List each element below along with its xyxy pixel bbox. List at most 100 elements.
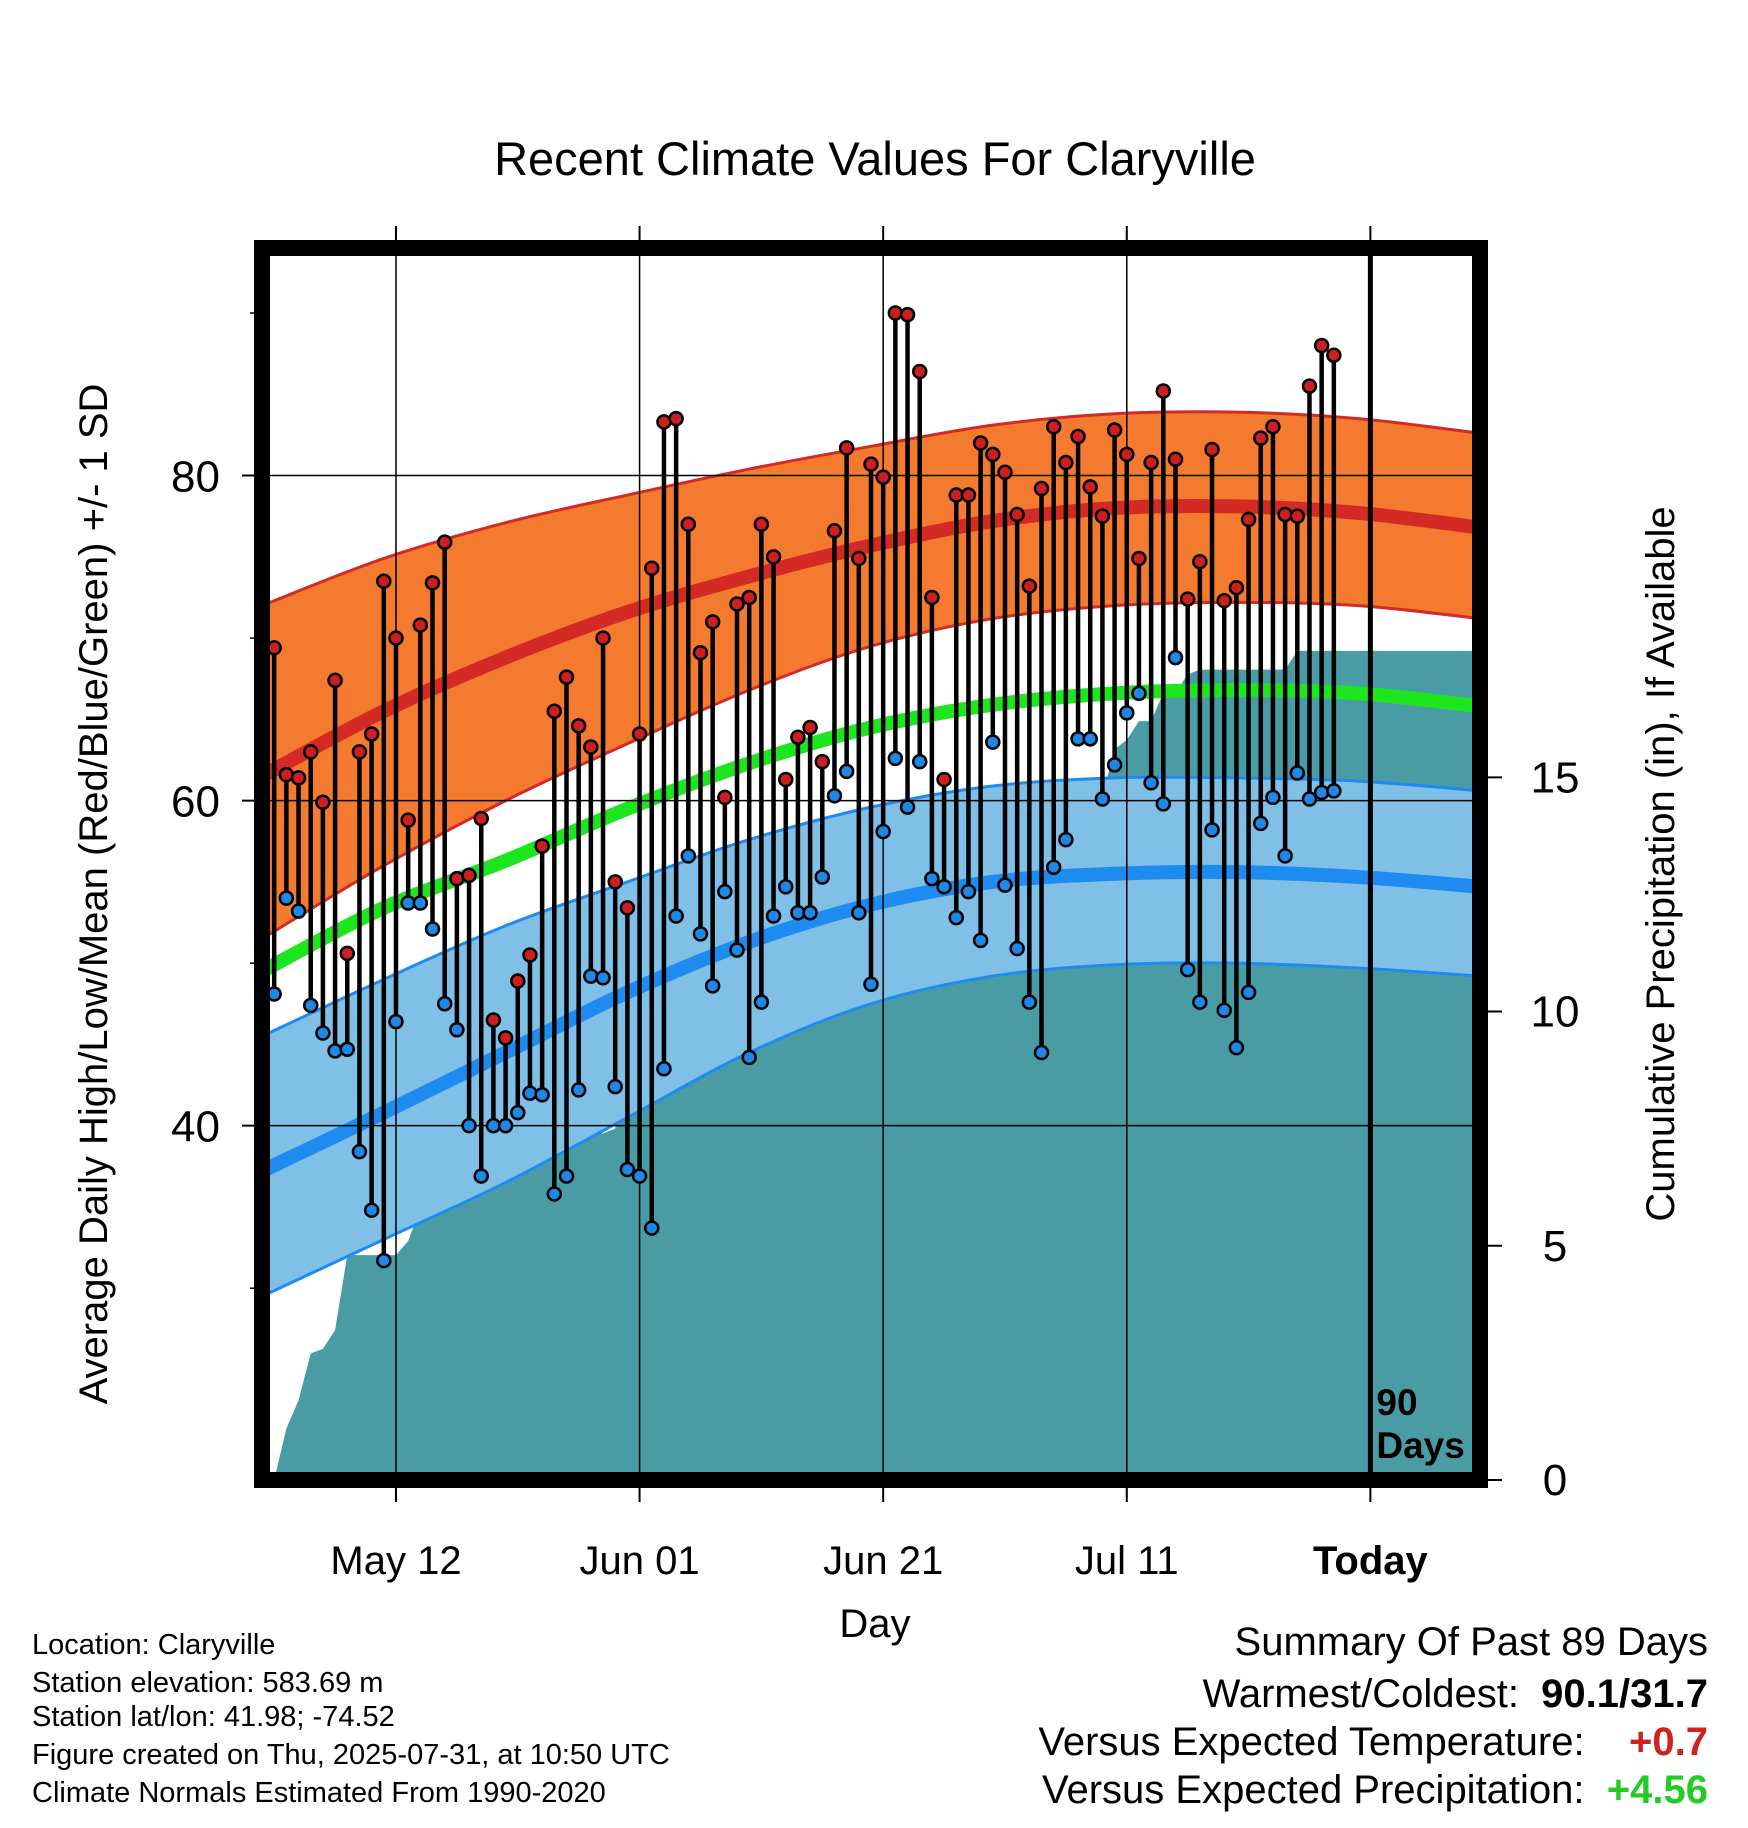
daily-high-point — [376, 573, 392, 589]
x-tick-label: Today — [1313, 1539, 1429, 1583]
daily-high-point — [1204, 441, 1220, 458]
daily-high-point — [911, 363, 928, 380]
x-axis-label: Day — [839, 1602, 910, 1646]
normals-text: Climate Normals Estimated From 1990-2020 — [32, 1777, 606, 1809]
daily-high-point — [753, 516, 770, 533]
summary-panel: Summary Of Past 89 Days Warmest/Coldest:… — [1038, 1618, 1708, 1814]
daily-high-point — [704, 614, 721, 630]
daily-low-point — [558, 1168, 575, 1184]
daily-low-point — [802, 905, 818, 921]
precip-label: Versus Expected Precipitation: — [1042, 1768, 1585, 1812]
temp-label: Versus Expected Temperature: — [1038, 1720, 1585, 1764]
daily-low-point — [948, 909, 965, 926]
daily-high-point — [777, 771, 794, 788]
daily-low-point — [595, 970, 611, 986]
daily-low-point — [826, 787, 843, 804]
daily-low-point — [339, 1041, 356, 1058]
daily-high-point — [1082, 479, 1098, 495]
y2-tick-label: 10 — [1531, 988, 1580, 1037]
daily-high-point — [510, 973, 526, 989]
daily-high-point — [583, 739, 599, 755]
daily-low-point — [1192, 994, 1208, 1010]
daily-high-point — [1143, 454, 1159, 471]
created-text: Figure created on Thu, 2025-07-31, at 10… — [32, 1739, 670, 1771]
daily-low-point — [863, 976, 879, 993]
daily-low-point — [1155, 796, 1172, 812]
daily-low-point — [1143, 774, 1159, 791]
daily-low-point — [436, 996, 453, 1012]
daily-low-point — [1289, 765, 1306, 781]
daily-low-point — [570, 1082, 587, 1098]
daily-low-point — [607, 1078, 623, 1095]
daily-low-point — [1277, 848, 1293, 864]
daily-high-point — [814, 753, 831, 770]
daily-low-point — [1326, 783, 1342, 799]
daily-low-point — [1167, 649, 1184, 666]
daily-low-point — [960, 883, 977, 900]
daily-low-point — [1301, 791, 1318, 807]
daily-high-point — [619, 900, 636, 916]
daily-high-point — [1070, 428, 1086, 445]
daily-high-point — [680, 516, 697, 533]
daily-high-point — [875, 469, 891, 485]
daily-high-point — [899, 306, 916, 323]
daily-low-point — [497, 1117, 514, 1134]
daily-low-point — [1033, 1044, 1050, 1061]
daily-high-point — [1277, 506, 1293, 523]
daily-low-point — [388, 1013, 404, 1030]
daily-high-point — [741, 589, 757, 606]
daily-high-point — [546, 703, 563, 719]
x-tick-label: May 12 — [330, 1539, 461, 1583]
y-tick-label: 60 — [171, 778, 220, 827]
daily-low-point — [351, 1143, 368, 1160]
plot-area — [262, 248, 1480, 1480]
daily-high-point — [924, 589, 940, 606]
daily-low-point — [1204, 822, 1220, 838]
daily-low-point — [302, 997, 319, 1014]
y-tick-label: 80 — [171, 453, 220, 502]
daily-low-point — [741, 1049, 757, 1066]
daily-high-point — [424, 575, 441, 591]
daily-low-point — [1240, 984, 1257, 1001]
daily-high-point — [558, 669, 575, 685]
daily-high-point — [644, 560, 660, 576]
daily-high-point — [1228, 579, 1245, 596]
daily-low-point — [729, 942, 745, 958]
daily-low-point — [1313, 784, 1330, 801]
daily-low-point — [765, 908, 782, 924]
footer-metadata: Location: Claryville Station elevation: … — [32, 1628, 670, 1810]
daily-low-point — [668, 908, 684, 924]
x-tick-label: Jun 01 — [580, 1539, 700, 1583]
daily-high-point — [473, 810, 489, 827]
daily-high-point — [1119, 446, 1135, 463]
daily-low-point — [1253, 815, 1269, 832]
daily-high-point — [351, 744, 368, 760]
daily-low-point — [911, 753, 928, 770]
daily-high-point — [985, 446, 1001, 463]
daily-low-point — [1058, 831, 1074, 848]
daily-high-point — [302, 744, 319, 760]
daily-low-point — [449, 1022, 465, 1038]
daily-low-point — [473, 1168, 489, 1184]
daily-high-point — [668, 410, 684, 427]
temp-value: +0.7 — [1629, 1720, 1708, 1764]
daily-low-point — [619, 1161, 636, 1178]
daily-high-point — [887, 305, 904, 321]
daily-low-point — [1216, 1002, 1232, 1019]
low-lower-edge — [262, 961, 1480, 1298]
y2-tick-label: 0 — [1543, 1456, 1567, 1505]
plot-frame — [254, 240, 1488, 1488]
daily-high-point — [1313, 337, 1330, 354]
daily-low-point — [838, 763, 855, 780]
daily-high-point — [436, 534, 453, 550]
daily-low-point — [887, 750, 904, 767]
summary-warmest: Warmest/Coldest: 90.1/31.7 — [1038, 1670, 1708, 1718]
daily-low-point — [692, 926, 709, 942]
daily-low-point — [1265, 789, 1281, 806]
daily-high-point — [1289, 508, 1306, 524]
daily-high-point — [1045, 419, 1062, 435]
summary-temp: Versus Expected Temperature: +0.7 — [1038, 1718, 1708, 1766]
daily-high-point — [863, 456, 879, 472]
daily-high-point — [522, 947, 538, 963]
